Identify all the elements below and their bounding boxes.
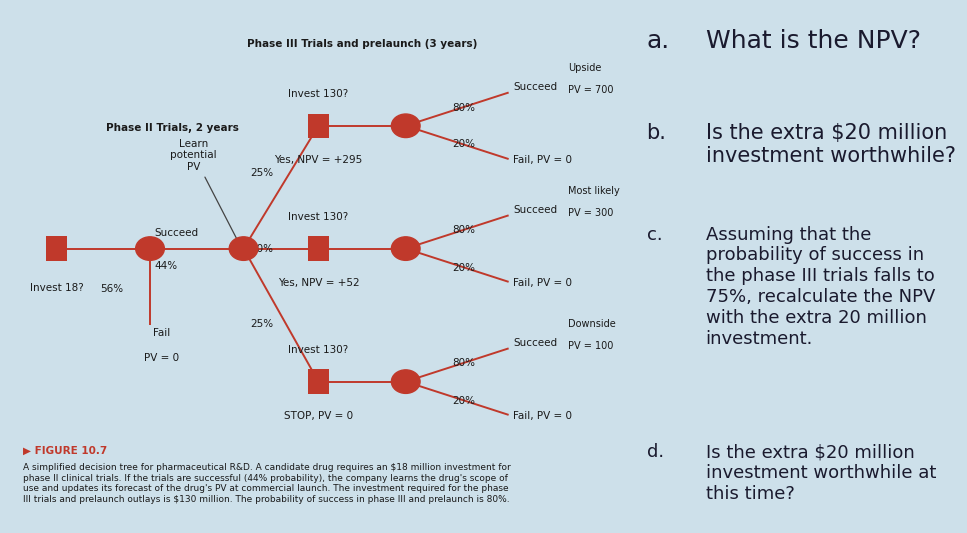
FancyBboxPatch shape (308, 369, 329, 394)
Text: Fail, PV = 0: Fail, PV = 0 (513, 278, 572, 288)
Text: 20%: 20% (453, 139, 476, 149)
Text: PV = 100: PV = 100 (568, 341, 613, 351)
Text: Downside: Downside (568, 319, 616, 329)
Text: Succeed: Succeed (513, 338, 557, 348)
Text: Succeed: Succeed (513, 205, 557, 215)
Text: 20%: 20% (453, 395, 476, 406)
Text: Upside: Upside (568, 63, 601, 73)
Text: Learn
potential
PV: Learn potential PV (170, 139, 239, 243)
FancyBboxPatch shape (46, 236, 67, 261)
Text: 50%: 50% (249, 244, 273, 254)
Text: 80%: 80% (453, 224, 476, 235)
Text: Assuming that the
probability of success in
the phase III trials falls to
75%, r: Assuming that the probability of success… (706, 225, 935, 348)
Text: Fail, PV = 0: Fail, PV = 0 (513, 155, 572, 165)
Text: Fail: Fail (153, 328, 170, 338)
Text: Yes, NPV = +52: Yes, NPV = +52 (278, 278, 359, 288)
Text: A simplified decision tree for pharmaceutical R&D. A candidate drug requires an : A simplified decision tree for pharmaceu… (23, 464, 512, 504)
FancyBboxPatch shape (308, 236, 329, 261)
Text: d.: d. (647, 443, 663, 461)
Text: Is the extra $20 million
investment worthwhile at
this time?: Is the extra $20 million investment wort… (706, 443, 936, 503)
Text: 25%: 25% (249, 168, 273, 179)
Text: Invest 130?: Invest 130? (288, 89, 348, 99)
Text: Fail, PV = 0: Fail, PV = 0 (513, 411, 572, 421)
Text: 20%: 20% (453, 263, 476, 272)
Text: Most likely: Most likely (568, 186, 620, 196)
Text: a.: a. (647, 29, 670, 53)
Text: Invest 130?: Invest 130? (288, 345, 348, 355)
Text: 44%: 44% (155, 261, 178, 271)
Text: STOP, PV = 0: STOP, PV = 0 (284, 411, 353, 421)
Text: Phase II Trials, 2 years: Phase II Trials, 2 years (106, 124, 239, 133)
FancyBboxPatch shape (308, 114, 329, 138)
Text: 80%: 80% (453, 103, 476, 113)
Text: Yes, NPV = +295: Yes, NPV = +295 (275, 156, 363, 165)
Circle shape (392, 237, 420, 260)
Text: Phase III Trials and prelaunch (3 years): Phase III Trials and prelaunch (3 years) (247, 39, 478, 49)
Text: PV = 0: PV = 0 (144, 353, 179, 364)
Text: b.: b. (647, 123, 666, 143)
Text: ▶ FIGURE 10.7: ▶ FIGURE 10.7 (23, 446, 107, 456)
Text: Is the extra $20 million
investment worthwhile?: Is the extra $20 million investment wort… (706, 123, 955, 166)
Text: PV = 700: PV = 700 (568, 85, 613, 95)
Circle shape (392, 114, 420, 138)
Text: 25%: 25% (249, 319, 273, 329)
Text: 80%: 80% (453, 358, 476, 368)
Text: c.: c. (647, 225, 662, 244)
Text: 56%: 56% (101, 285, 123, 294)
Text: What is the NPV?: What is the NPV? (706, 29, 921, 53)
Text: Succeed: Succeed (513, 83, 557, 92)
Text: Invest 130?: Invest 130? (288, 212, 348, 222)
Text: Invest 18?: Invest 18? (30, 284, 83, 293)
Circle shape (229, 237, 258, 260)
Text: PV = 300: PV = 300 (568, 208, 613, 217)
Circle shape (135, 237, 164, 260)
Circle shape (392, 370, 420, 393)
Text: Succeed: Succeed (155, 228, 198, 238)
